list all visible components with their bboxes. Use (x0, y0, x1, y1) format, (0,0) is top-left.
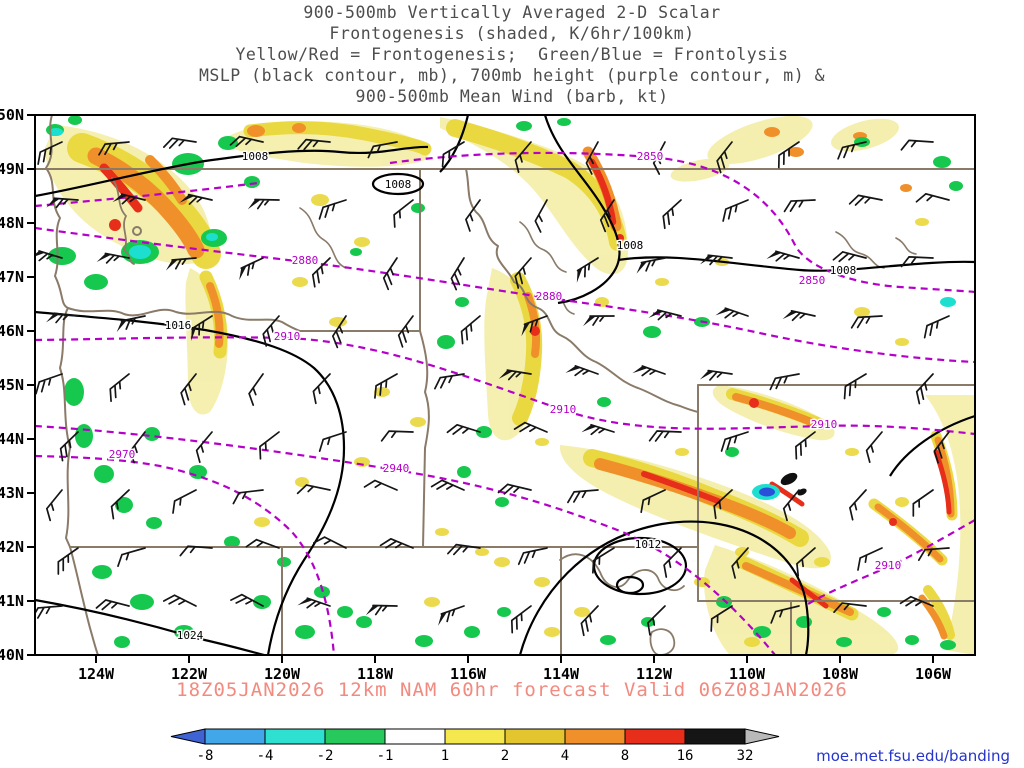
title-line-5: 900-500mb Mean Wind (barb, kt) (355, 87, 669, 106)
frontolysis-blue-shading (759, 487, 775, 497)
svg-text:8: 8 (621, 748, 629, 764)
svg-text:112W: 112W (636, 665, 673, 683)
svg-text:-4: -4 (257, 748, 274, 764)
svg-text:2880: 2880 (536, 290, 563, 303)
svg-text:40N: 40N (0, 646, 24, 664)
axis-labels: 50N 49N 48N 47N 46N 45N 44N 43N 42N 41N 40N 124W 122… (0, 106, 952, 683)
svg-text:1008: 1008 (617, 239, 644, 252)
svg-text:120W: 120W (264, 665, 301, 683)
svg-text:2910: 2910 (811, 418, 838, 431)
contour-labels: 1008 1008 1008 1008 1016 1012 1024 2850 2850 2880… (107, 149, 903, 644)
svg-text:-1: -1 (377, 748, 394, 764)
svg-text:44N: 44N (0, 430, 24, 448)
svg-text:32: 32 (737, 748, 754, 764)
svg-text:-2: -2 (317, 748, 334, 764)
svg-text:48N: 48N (0, 214, 24, 232)
svg-text:118W: 118W (357, 665, 394, 683)
title-line-2: Frontogenesis (shaded, K/6hr/100km) (329, 24, 695, 43)
svg-text:1: 1 (441, 748, 449, 764)
svg-text:2: 2 (501, 748, 509, 764)
svg-text:1016: 1016 (165, 319, 192, 332)
svg-text:116W: 116W (450, 665, 487, 683)
frontogenesis-weak-shading (45, 115, 975, 655)
map-title: 900-500mb Vertically Averaged 2-D Scalar… (0, 2, 1024, 107)
svg-text:2880: 2880 (292, 254, 319, 267)
svg-text:114W: 114W (543, 665, 580, 683)
svg-text:49N: 49N (0, 160, 24, 178)
svg-text:2970: 2970 (109, 448, 136, 461)
svg-text:2850: 2850 (637, 150, 664, 163)
colorbar: -8 -4 -2 -1 1 2 4 8 16 32 (170, 728, 780, 764)
height-contours (35, 151, 975, 655)
svg-text:41N: 41N (0, 592, 24, 610)
svg-text:46N: 46N (0, 322, 24, 340)
frontogenesis-red-cores (99, 158, 952, 609)
svg-text:43N: 43N (0, 484, 24, 502)
svg-text:2910: 2910 (550, 403, 577, 416)
credit-link[interactable]: moe.met.fsu.edu/banding (816, 747, 1010, 765)
svg-text:47N: 47N (0, 268, 24, 286)
svg-text:50N: 50N (0, 106, 24, 124)
svg-text:1024: 1024 (177, 629, 204, 642)
mslp-contours (35, 115, 975, 655)
svg-text:2940: 2940 (383, 462, 410, 475)
svg-text:16: 16 (677, 748, 694, 764)
svg-text:108W: 108W (822, 665, 859, 683)
svg-text:2910: 2910 (875, 559, 902, 572)
frontolysis-cyan-shading (49, 128, 956, 500)
svg-text:106W: 106W (915, 665, 952, 683)
title-line-4: MSLP (black contour, mb), 700mb height (… (198, 66, 826, 85)
svg-text:122W: 122W (171, 665, 208, 683)
svg-text:45N: 45N (0, 376, 24, 394)
title-line-1: 900-500mb Vertically Averaged 2-D Scalar (303, 3, 721, 22)
svg-text:2850: 2850 (799, 274, 826, 287)
svg-text:124W: 124W (78, 665, 115, 683)
svg-text:1008: 1008 (242, 150, 269, 163)
forecast-caption: 18Z05JAN2026 12km NAM 60hr forecast Vali… (176, 679, 848, 701)
svg-text:4: 4 (561, 748, 569, 764)
svg-text:2910: 2910 (274, 330, 301, 343)
title-line-3: Yellow/Red = Frontogenesis; Green/Blue =… (235, 45, 789, 64)
svg-text:-8: -8 (197, 748, 214, 764)
svg-text:1008: 1008 (385, 178, 412, 191)
svg-text:110W: 110W (729, 665, 766, 683)
svg-text:42N: 42N (0, 538, 24, 556)
svg-text:1012: 1012 (635, 538, 662, 551)
svg-text:1008: 1008 (830, 264, 857, 277)
